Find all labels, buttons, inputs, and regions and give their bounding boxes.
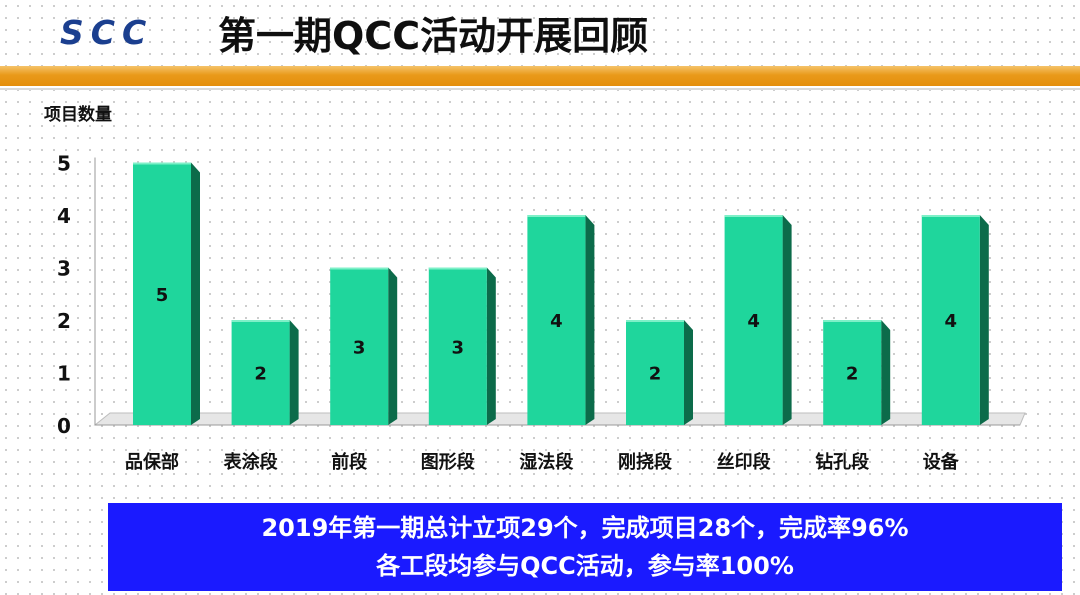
y-tick-label: 1	[57, 362, 71, 386]
x-tick-label: 丝印段	[717, 451, 772, 473]
bar-front	[921, 215, 980, 425]
data-label: 4	[945, 311, 958, 332]
data-label: 3	[353, 337, 366, 358]
x-tick-label: 湿法段	[519, 451, 574, 473]
bar-side	[585, 215, 595, 425]
x-tick-label: 设备	[923, 451, 960, 473]
bar-front	[823, 320, 882, 425]
bars	[133, 162, 989, 425]
bar	[527, 215, 595, 425]
x-tick-label: 钻孔段	[815, 451, 870, 473]
y-tick-label: 3	[57, 257, 71, 281]
summary-line-2: 各工段均参与QCC活动，参与率100%	[376, 552, 794, 580]
bar	[921, 215, 989, 425]
y-axis-title: 项目数量	[44, 104, 112, 125]
header-band	[0, 66, 1080, 86]
bar-front	[724, 215, 783, 425]
y-tick-label: 4	[57, 204, 71, 228]
bar-front	[626, 320, 684, 425]
data-label: 2	[254, 364, 267, 385]
bar-side	[684, 320, 693, 425]
bar	[626, 320, 693, 425]
bar-front	[428, 267, 487, 425]
data-label: 5	[156, 285, 169, 306]
data-label: 4	[747, 311, 760, 332]
page-title: 第一期QCC活动开展回顾	[218, 13, 649, 58]
bar-front	[231, 320, 290, 425]
summary-banner: 2019年第一期总计立项29个，完成项目28个，完成率96% 各工段均参与QCC…	[108, 503, 1062, 591]
labels: 项目数量 5 品保部 2 表涂段 3 前段 3 图形段 4 湿法段 2 刚挠段 4 丝印段 2 钻孔段 4 设备	[44, 104, 960, 473]
data-label: 4	[550, 311, 563, 332]
bar-chart: 0 1 2 3 4 5 项目数量 5 品保部 2 表涂段 3 前段 3 图形段 4 湿法段 2 刚挠段 4 丝印段 2 钻…	[44, 104, 1026, 473]
bar-side	[979, 215, 989, 425]
bar-side	[881, 320, 891, 425]
bar	[330, 267, 398, 425]
bar-side	[289, 320, 299, 425]
y-tick-label: 0	[57, 414, 71, 438]
bar	[428, 267, 496, 425]
y-tick-label: 2	[57, 309, 71, 333]
bar-side	[191, 162, 200, 425]
bar	[724, 215, 792, 425]
bar-side	[388, 267, 398, 425]
logo: SCC	[60, 12, 154, 52]
bar-side	[486, 267, 496, 425]
bar-side	[782, 215, 792, 425]
y-axis: 0 1 2 3 4 5	[57, 152, 96, 438]
data-label: 2	[846, 364, 859, 385]
bar-front	[330, 267, 389, 425]
y-tick-label: 5	[57, 152, 71, 176]
x-tick-label: 表涂段	[224, 451, 279, 473]
bar	[823, 320, 891, 425]
bar	[133, 162, 200, 425]
bar-front	[527, 215, 586, 425]
bar-front	[133, 162, 191, 425]
x-tick-label: 品保部	[125, 451, 179, 473]
summary-line-1: 2019年第一期总计立项29个，完成项目28个，完成率96%	[261, 514, 909, 542]
data-label: 2	[649, 364, 662, 385]
x-tick-label: 图形段	[421, 451, 476, 473]
x-tick-label: 刚挠段	[618, 451, 673, 473]
data-label: 3	[452, 337, 465, 358]
header-divider	[0, 88, 1080, 90]
bar	[231, 320, 299, 425]
x-tick-label: 前段	[331, 451, 368, 473]
